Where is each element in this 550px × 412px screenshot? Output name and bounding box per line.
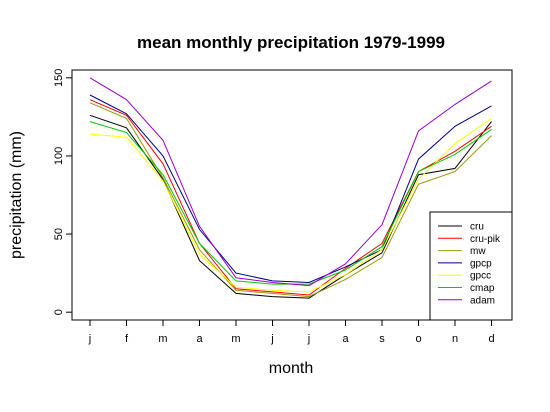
series-lines	[89, 77, 492, 299]
plot-area-frame	[71, 69, 513, 321]
legend-label-adam: adam	[470, 295, 495, 306]
y-tick-label: 100	[53, 147, 65, 165]
x-tick-label: n	[452, 333, 458, 345]
series-line-gpcc	[89, 117, 492, 293]
x-tick-label: j	[88, 333, 91, 345]
legend-label-gpcc: gpcc	[470, 271, 491, 282]
x-tick-label: j	[307, 333, 310, 345]
legend-box	[429, 211, 513, 321]
x-tick-label: s	[379, 333, 385, 345]
x-axis-label: month	[269, 360, 313, 377]
legend-label-cmap: cmap	[470, 283, 495, 294]
y-axis: 0 50 100 150	[53, 69, 72, 315]
series-line-adam	[89, 77, 492, 287]
legend-label-cru-pik: cru-pik	[470, 234, 501, 245]
series-line-gpcp	[89, 94, 492, 284]
y-axis-label: precipitation (mm)	[8, 131, 25, 259]
chart-title: mean monthly precipitation 1979-1999	[137, 33, 445, 52]
y-tick-label: 0	[53, 309, 65, 315]
x-tick-label: m	[231, 333, 240, 345]
y-tick-label: 50	[53, 228, 65, 240]
x-tick-label: a	[342, 333, 349, 345]
x-tick-label: a	[196, 333, 203, 345]
legend-label-cru: cru	[470, 222, 484, 233]
x-tick-label: o	[415, 333, 421, 345]
y-tick-label: 150	[53, 69, 65, 87]
legend-label-mw: mw	[470, 246, 486, 257]
x-tick-label: j	[270, 333, 273, 345]
legend-label-gpcp: gpcp	[470, 258, 492, 269]
x-tick-label: d	[488, 333, 494, 345]
x-tick-label: m	[158, 333, 167, 345]
x-tick-label: f	[125, 333, 129, 345]
